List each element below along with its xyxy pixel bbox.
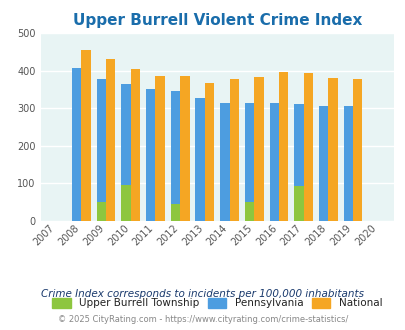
Legend: Upper Burrell Township, Pennsylvania, National: Upper Burrell Township, Pennsylvania, Na…	[48, 294, 386, 313]
Bar	[72, 68, 81, 221]
Bar	[254, 77, 263, 221]
Bar	[130, 69, 140, 221]
Bar	[244, 103, 254, 221]
Bar	[352, 79, 362, 221]
Bar	[96, 202, 106, 221]
Bar	[328, 78, 337, 221]
Bar	[244, 202, 254, 221]
Bar	[303, 73, 312, 221]
Bar	[278, 72, 288, 221]
Bar	[195, 98, 205, 221]
Text: Crime Index corresponds to incidents per 100,000 inhabitants: Crime Index corresponds to incidents per…	[41, 289, 364, 299]
Bar	[96, 79, 106, 221]
Bar	[121, 185, 130, 221]
Bar	[155, 76, 164, 221]
Bar	[220, 103, 229, 221]
Bar	[171, 90, 180, 221]
Text: © 2025 CityRating.com - https://www.cityrating.com/crime-statistics/: © 2025 CityRating.com - https://www.city…	[58, 315, 347, 324]
Bar	[318, 106, 328, 221]
Bar	[180, 76, 189, 221]
Bar	[343, 106, 352, 221]
Bar	[229, 79, 239, 221]
Bar	[106, 59, 115, 221]
Title: Upper Burrell Violent Crime Index: Upper Burrell Violent Crime Index	[72, 13, 361, 28]
Bar	[146, 89, 155, 221]
Bar	[81, 50, 91, 221]
Bar	[294, 104, 303, 221]
Bar	[269, 103, 278, 221]
Bar	[294, 186, 303, 221]
Bar	[121, 84, 130, 221]
Bar	[205, 83, 214, 221]
Bar	[171, 204, 180, 221]
